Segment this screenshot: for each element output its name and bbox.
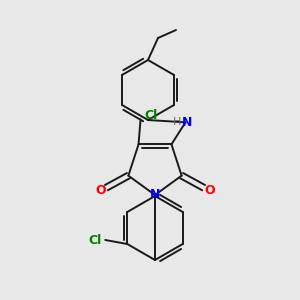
Text: N: N xyxy=(150,188,160,202)
Text: O: O xyxy=(204,184,215,197)
Text: O: O xyxy=(95,184,106,197)
Text: Cl: Cl xyxy=(144,109,157,122)
Text: N: N xyxy=(182,116,193,129)
Text: Cl: Cl xyxy=(89,233,102,247)
Text: H: H xyxy=(173,117,181,127)
